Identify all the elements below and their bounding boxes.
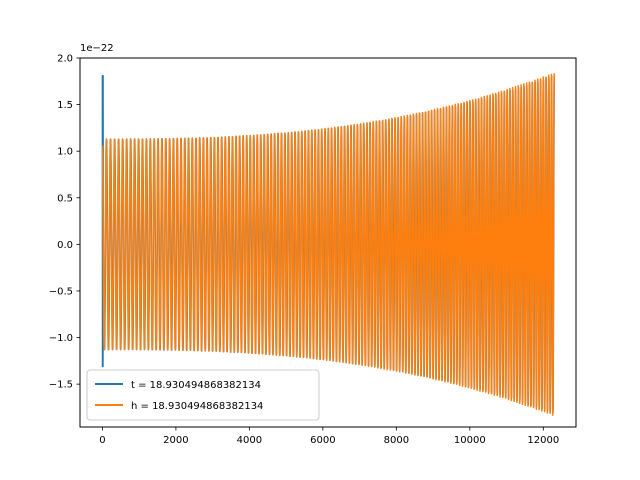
legend-label: t = 18.930494868382134 — [131, 380, 261, 391]
legend-label: h = 18.930494868382134 — [131, 401, 263, 412]
y-tick-label: −1.0 — [49, 333, 73, 344]
y-tick-label: −1.5 — [49, 380, 73, 391]
y-offset-label: 1e−22 — [80, 43, 114, 54]
x-tick-label: 12000 — [527, 435, 559, 446]
y-tick-label: 0.5 — [57, 193, 73, 204]
y-axis: −1.5 −1.0 −0.5 0.0 0.5 1.0 1.5 2.0 — [49, 54, 80, 391]
y-tick-label: 1.0 — [57, 147, 73, 158]
legend-box — [86, 369, 320, 421]
x-tick-label: 10000 — [454, 435, 486, 446]
x-tick-label: 2000 — [163, 435, 188, 446]
y-tick-label: 2.0 — [57, 54, 73, 65]
series-line — [101, 73, 556, 416]
legend: t = 18.930494868382134 h = 18.93049486838… — [86, 369, 320, 421]
x-axis: 0 2000 4000 6000 8000 10000 12000 — [99, 427, 559, 446]
y-tick-label: −0.5 — [49, 286, 73, 297]
axes-frame — [79, 57, 577, 428]
x-tick-label: 4000 — [237, 435, 262, 446]
y-tick-label: 0.0 — [57, 240, 73, 251]
x-tick-label: 8000 — [384, 435, 409, 446]
y-tick-label: 1.5 — [57, 100, 73, 111]
x-tick-label: 6000 — [310, 435, 335, 446]
plot-area — [101, 73, 556, 416]
x-tick-label: 0 — [99, 435, 105, 446]
